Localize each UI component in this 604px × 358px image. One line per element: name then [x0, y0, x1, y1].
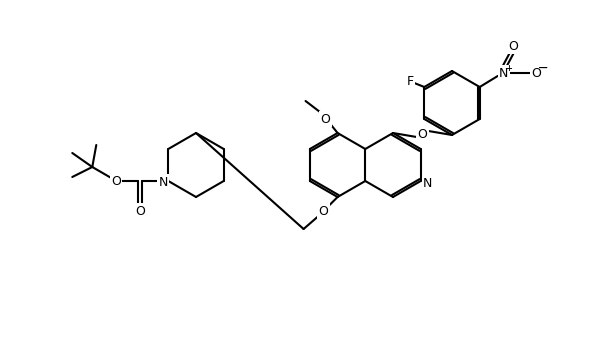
Text: O: O	[111, 174, 121, 188]
Text: O: O	[135, 204, 145, 218]
Text: O: O	[531, 67, 541, 79]
Text: F: F	[406, 74, 414, 87]
Text: −: −	[538, 62, 548, 74]
Text: N: N	[423, 176, 432, 189]
Text: N: N	[423, 176, 432, 189]
Text: +: +	[506, 63, 512, 73]
Text: −: −	[538, 62, 548, 74]
Text: O: O	[508, 39, 518, 53]
Text: +: +	[506, 63, 512, 73]
Text: O: O	[319, 204, 329, 218]
Text: O: O	[111, 174, 121, 188]
Text: O: O	[531, 67, 541, 79]
Text: N: N	[499, 67, 509, 79]
Text: N: N	[499, 67, 509, 79]
Text: N: N	[159, 175, 168, 189]
Text: O: O	[417, 127, 428, 140]
Text: O: O	[319, 204, 329, 218]
Text: F: F	[406, 74, 414, 87]
Text: O: O	[321, 112, 330, 126]
Text: O: O	[321, 112, 330, 126]
Text: N: N	[159, 175, 168, 189]
Text: O: O	[135, 204, 145, 218]
Text: O: O	[417, 127, 428, 140]
Text: O: O	[508, 39, 518, 53]
